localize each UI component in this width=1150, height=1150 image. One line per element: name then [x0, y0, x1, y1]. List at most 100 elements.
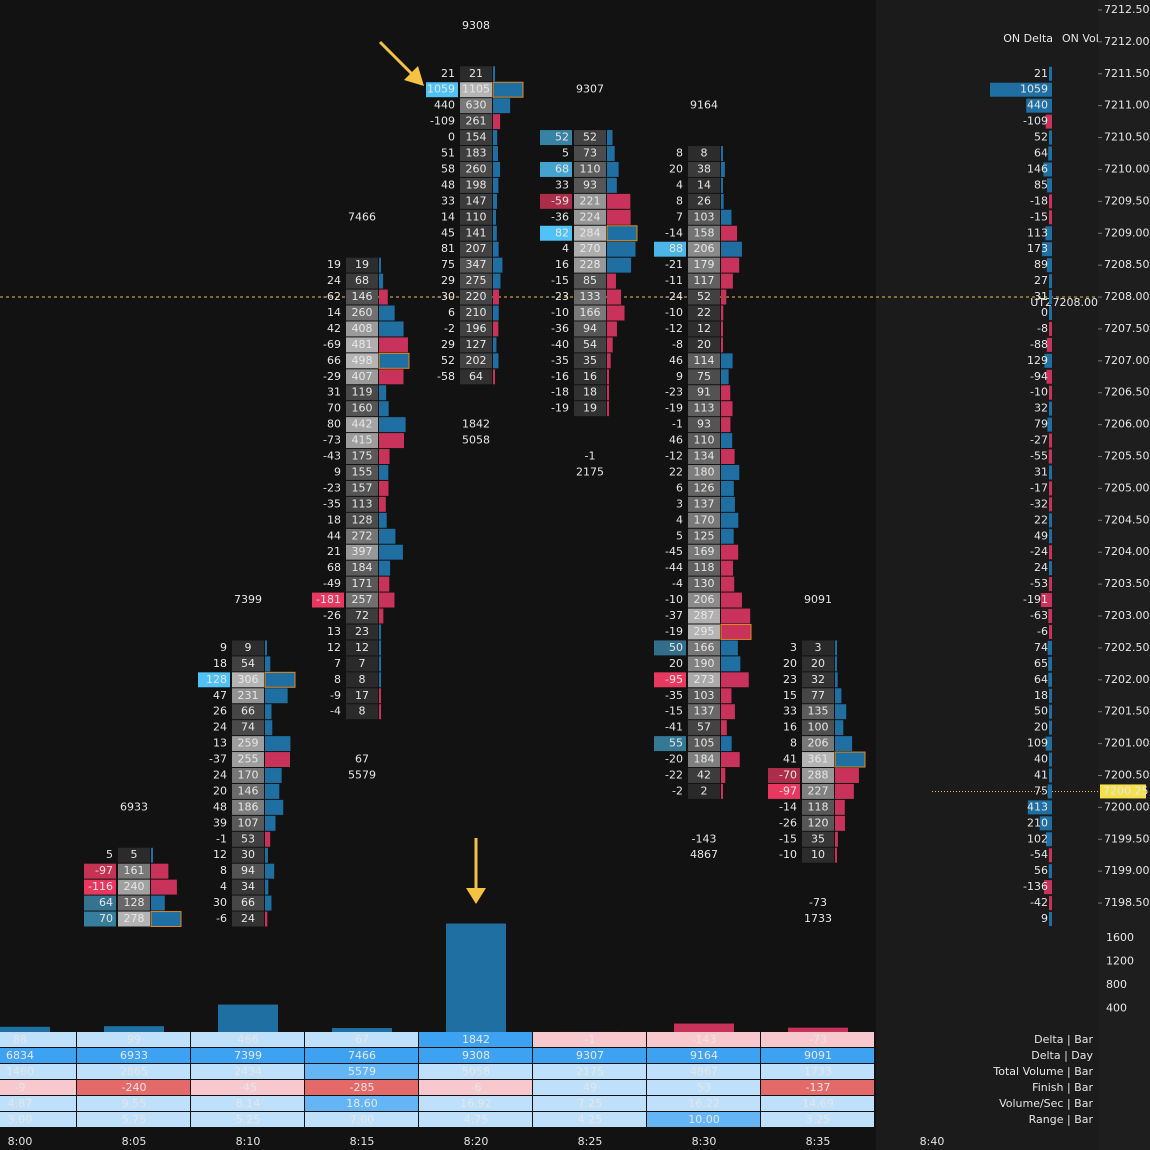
volume-label: 52: [583, 131, 597, 144]
profile-label: -17: [1030, 481, 1048, 494]
profile-label: 31: [1034, 290, 1048, 303]
profile-bar: [1044, 880, 1052, 895]
volume-bar: [265, 911, 268, 927]
delta-label: -26: [323, 609, 341, 622]
volume-cell: [802, 752, 834, 768]
volume-cell: [460, 225, 492, 241]
volume-bar: [721, 353, 733, 369]
profile-label: 173: [1027, 242, 1048, 255]
stat-cell: [77, 1064, 190, 1079]
volume-label: 170: [694, 513, 715, 526]
delta-label: 6: [676, 481, 683, 494]
volume-bar: [265, 831, 271, 847]
volume-cell: [232, 863, 264, 879]
volume-cell: [232, 799, 264, 815]
volume-label: 30: [241, 848, 255, 861]
volume-cell: [688, 225, 720, 241]
volume-cell: [346, 640, 378, 656]
arrow: [378, 40, 416, 78]
volume-bar: [493, 273, 501, 289]
volume-label: 284: [580, 226, 601, 239]
delta-label: 47: [213, 689, 227, 702]
stat-cell: [191, 1064, 304, 1079]
volume-label: 206: [808, 737, 829, 750]
profile-label: 102: [1027, 832, 1048, 845]
volume-bar: [721, 321, 723, 337]
stat-value: -6: [471, 1081, 482, 1094]
volume-label: 166: [580, 306, 601, 319]
volume-bar: [721, 257, 740, 273]
delta-label: -41: [665, 721, 683, 734]
delta-label: 68: [555, 162, 569, 175]
volume-cell: [346, 385, 378, 401]
volume-label: 100: [808, 721, 829, 734]
y-tick-label: 7198.50: [1104, 896, 1150, 909]
delta-cell: [84, 911, 116, 927]
volume-cell: [688, 161, 720, 177]
volume-cell: [574, 130, 606, 146]
volume-bar: [265, 863, 275, 879]
delta-label: -1: [216, 832, 227, 845]
stat-value: 4.25: [578, 1113, 603, 1126]
volume-bar: [379, 496, 386, 512]
delta-label: 5: [562, 147, 569, 160]
stat-cell: [647, 1080, 760, 1095]
stat-value: 2865: [120, 1065, 148, 1078]
profile-label: 56: [1034, 864, 1048, 877]
volume-label: 54: [241, 657, 255, 670]
stat-cell: [761, 1112, 874, 1127]
volume-bar: [721, 640, 738, 656]
profile-label: 49: [1034, 529, 1048, 542]
stat-cell: [761, 1064, 874, 1079]
x-tick-label: 8:20: [464, 1135, 489, 1148]
stat-cell: [761, 1080, 874, 1095]
delta-label: -29: [323, 370, 341, 383]
y-tick-label: 7210.50: [1104, 131, 1150, 144]
profile-label: 1059: [1020, 83, 1048, 96]
volume-label: 175: [352, 450, 373, 463]
total-volume-label: 1733: [804, 912, 832, 925]
volume-cell: [346, 321, 378, 337]
delta-label: 8: [334, 673, 341, 686]
delta-label: -9: [330, 689, 341, 702]
delta-cell: [540, 130, 572, 146]
volume-cell: [574, 353, 606, 369]
delta-cell: [84, 879, 116, 895]
volume-label: 34: [241, 880, 255, 893]
volume-cell: [574, 193, 606, 209]
volume-cell: [688, 177, 720, 193]
stat-cell: [761, 1048, 874, 1063]
volume-label: 118: [694, 561, 715, 574]
volume-cell: [688, 496, 720, 512]
delta-histogram-bar: [104, 1026, 164, 1032]
delta-label: -116: [88, 880, 113, 893]
volume-bar: [607, 209, 631, 225]
delta-label: 33: [783, 705, 797, 718]
volume-cell: [688, 337, 720, 353]
volume-label: 240: [124, 880, 145, 893]
volume-label: 158: [694, 226, 715, 239]
volume-bar: [607, 401, 610, 417]
stat-cell: [77, 1096, 190, 1111]
volume-label: 119: [352, 386, 373, 399]
volume-bar: [721, 592, 742, 608]
delta-label: -73: [323, 434, 341, 447]
plot-background: [0, 0, 876, 1150]
volume-bar: [834, 751, 866, 768]
volume-bar: [721, 449, 735, 464]
volume-label: 125: [694, 529, 715, 542]
volume-label: 110: [694, 434, 715, 447]
delta-label: 39: [213, 816, 227, 829]
volume-cell: [346, 273, 378, 289]
stat-value: -73: [809, 1033, 827, 1046]
delta-label: 18: [327, 513, 341, 526]
volume-cell: [460, 161, 492, 177]
volume-bar: [493, 241, 499, 257]
delta-label: -14: [779, 800, 797, 813]
delta-label: 52: [441, 354, 455, 367]
x-tick-label: 8:25: [578, 1135, 603, 1148]
delta-label: 20: [783, 657, 797, 670]
stat-cell: [533, 1064, 646, 1079]
volume-bar: [493, 209, 496, 225]
delta-histogram-bar: [332, 1028, 392, 1032]
